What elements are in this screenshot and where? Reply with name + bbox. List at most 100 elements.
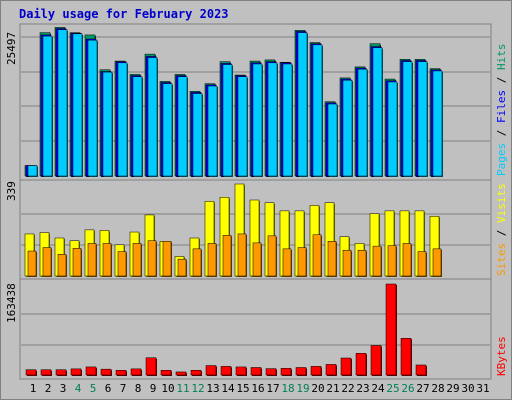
bar-sites-day-21 [327, 241, 337, 277]
bar-kbytes-day-9 [145, 357, 157, 376]
day-label-16: 16 [251, 382, 264, 395]
bar-sites-day-25 [387, 245, 397, 277]
bar-pages-day-17 [267, 62, 278, 177]
bar-sites-day-1 [27, 250, 37, 277]
bar-kbytes-day-13 [205, 365, 217, 376]
bar-pages-day-12 [192, 93, 203, 177]
bar-pages-day-7 [117, 62, 128, 177]
bar-sites-day-28 [432, 248, 442, 277]
day-label-31: 31 [476, 382, 489, 395]
day-label-3: 3 [60, 382, 67, 395]
bar-pages-day-16 [252, 63, 263, 177]
bar-pages-day-4 [72, 33, 83, 177]
bar-pages-day-18 [282, 63, 293, 177]
bar-sites-day-15 [237, 233, 247, 277]
day-label-29: 29 [446, 382, 459, 395]
bar-pages-day-19 [297, 32, 308, 177]
bar-kbytes-day-20 [310, 366, 322, 376]
bar-kbytes-day-18 [280, 368, 292, 376]
bar-sites-day-19 [297, 247, 307, 277]
legend-visits: Sites / Visits [495, 183, 508, 276]
day-label-8: 8 [135, 382, 142, 395]
bar-sites-day-10 [162, 241, 172, 277]
bar-sites-day-24 [372, 245, 382, 277]
bar-sites-day-9 [147, 240, 157, 277]
day-label-14: 14 [221, 382, 235, 395]
bar-pages-day-8 [132, 76, 143, 177]
bar-sites-day-14 [222, 235, 232, 277]
bar-sites-day-5 [87, 243, 97, 277]
bar-sites-day-17 [267, 235, 277, 277]
bar-pages-day-28 [432, 70, 443, 177]
bar-pages-day-15 [237, 76, 248, 177]
bar-sites-day-11 [177, 258, 187, 277]
day-label-12: 12 [191, 382, 204, 395]
day-label-15: 15 [236, 382, 249, 395]
day-label-17: 17 [266, 382, 279, 395]
legend-pages: Pages [495, 143, 508, 176]
day-label-25: 25 [386, 382, 399, 395]
bar-kbytes-day-22 [340, 357, 352, 376]
bar-sites-day-7 [117, 251, 127, 277]
bar-pages-day-13 [207, 85, 218, 177]
bar-kbytes-day-1 [25, 369, 37, 376]
day-label-13: 13 [206, 382, 219, 395]
bar-kbytes-day-21 [325, 364, 337, 376]
bar-kbytes-day-15 [235, 366, 247, 376]
bar-kbytes-day-19 [295, 367, 307, 376]
day-label-1: 1 [30, 382, 37, 395]
legend-files: Files [495, 90, 508, 123]
bar-pages-day-3 [57, 29, 68, 177]
bar-pages-day-23 [357, 68, 368, 177]
bars [24, 27, 443, 376]
bar-sites-day-22 [342, 249, 352, 277]
day-label-5: 5 [90, 382, 97, 395]
bar-sites-day-8 [132, 243, 142, 277]
day-label-27: 27 [416, 382, 429, 395]
day-label-18: 18 [281, 382, 294, 395]
day-label-10: 10 [161, 382, 174, 395]
legend-sep-3: / [495, 223, 508, 243]
bar-kbytes-day-10 [160, 370, 172, 376]
day-label-7: 7 [120, 382, 127, 395]
day-labels: 1 2 3 4 5 6 7 8 9 10 11 12 13 14 15 16 17 18 19 20 21 22 23 24 2… [30, 382, 490, 395]
day-label-4: 4 [75, 382, 82, 395]
svg-text:KBytes: KBytes [495, 336, 508, 376]
bar-sites-day-16 [252, 242, 262, 277]
bar-pages-day-22 [342, 79, 353, 177]
svg-text:Sites / Visits: Sites / Visits [495, 183, 508, 276]
bar-kbytes-day-11 [175, 371, 187, 376]
bar-sites-day-27 [417, 251, 427, 277]
bar-kbytes-day-26 [400, 338, 412, 376]
day-label-28: 28 [431, 382, 444, 395]
bar-pages-day-24 [372, 47, 383, 177]
legend-sites: Sites [495, 243, 508, 276]
day-label-23: 23 [356, 382, 369, 395]
bar-sites-day-26 [402, 243, 412, 277]
day-label-30: 30 [461, 382, 474, 395]
bar-kbytes-day-12 [190, 370, 202, 376]
day-label-20: 20 [311, 382, 324, 395]
bar-pages-day-25 [387, 81, 398, 177]
max-label-kbytes: 163438 [5, 283, 18, 323]
bar-sites-day-2 [42, 247, 52, 277]
day-label-21: 21 [326, 382, 339, 395]
bar-kbytes-day-17 [265, 368, 277, 376]
bar-kbytes-day-6 [100, 368, 112, 376]
bar-pages-day-21 [327, 103, 338, 177]
bar-sites-day-4 [72, 248, 82, 277]
bar-kbytes-day-14 [220, 366, 232, 376]
bar-kbytes-day-8 [130, 368, 142, 376]
svg-text:Pages / Files / Hits: Pages / Files / Hits [495, 44, 508, 177]
day-label-9: 9 [150, 382, 157, 395]
bar-kbytes-day-27 [415, 364, 427, 376]
day-label-11: 11 [176, 382, 189, 395]
bar-pages-day-20 [312, 44, 323, 177]
legend-visits-label: Visits [495, 183, 508, 223]
legend-usage: Pages / Files / Hits [495, 44, 508, 177]
bar-kbytes-day-16 [250, 367, 262, 376]
bar-kbytes-day-4 [70, 368, 82, 376]
bar-kbytes-day-25 [385, 283, 397, 376]
bar-sites-day-13 [207, 243, 217, 277]
